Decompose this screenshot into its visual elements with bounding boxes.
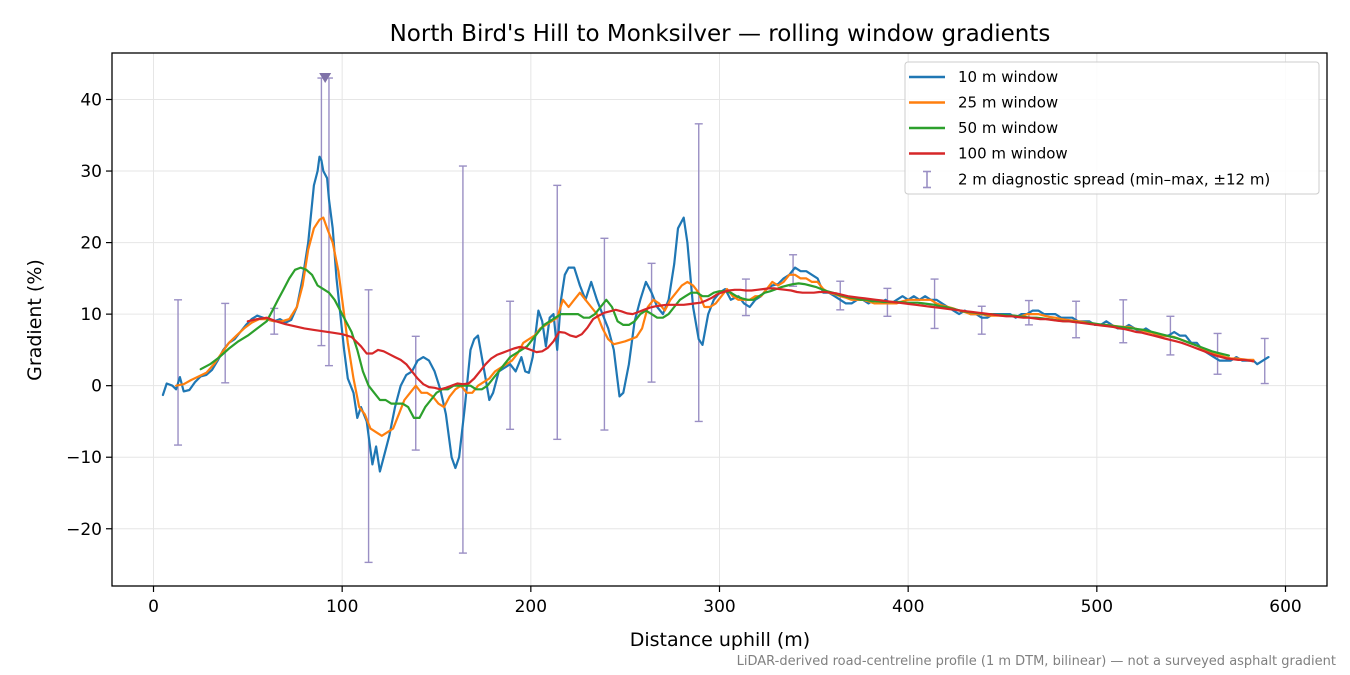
y-tick-label: 40 (80, 91, 102, 111)
x-tick-label: 0 (148, 597, 159, 617)
x-tick-label: 100 (326, 597, 358, 617)
x-axis-label: Distance uphill (m) (630, 629, 810, 651)
errorbar (1119, 299, 1128, 344)
series-line (246, 287, 1255, 391)
x-tick-label: 500 (1081, 597, 1113, 617)
x-tick-label: 600 (1269, 597, 1301, 617)
legend-label: 10 m window (958, 68, 1058, 86)
x-axis: 0 100 200 300 400 500 600 (148, 586, 1302, 617)
y-axis: −20 −10 0 10 20 30 40 (66, 91, 112, 540)
chart-title: North Bird's Hill to Monksilver — rollin… (390, 21, 1051, 47)
errorbar (174, 299, 183, 446)
y-tick-label: 30 (80, 162, 102, 182)
series-line (161, 155, 1270, 473)
legend-label: 100 m window (958, 145, 1068, 163)
y-tick-label: 10 (80, 305, 102, 325)
clipped-markers (319, 73, 332, 84)
y-tick-label: −20 (66, 520, 102, 540)
y-tick-label: 20 (80, 234, 102, 254)
grid (112, 53, 1327, 586)
legend: 10 m window 25 m window 50 m window 100 m w… (904, 61, 1320, 195)
errorbar (221, 302, 230, 384)
errorbar (977, 305, 986, 335)
errorbar (647, 262, 656, 383)
legend-label: 2 m diagnostic spread (min–max, ±12 m) (958, 171, 1270, 189)
errorbar (553, 184, 562, 441)
legend-label: 50 m window (958, 119, 1058, 137)
errorbar (694, 123, 703, 423)
y-tick-label: −10 (66, 448, 102, 468)
errorbar (458, 165, 467, 554)
errorbar (1260, 337, 1269, 385)
legend-label: 25 m window (958, 94, 1058, 112)
errorbar (411, 335, 420, 451)
legend-box (904, 61, 1320, 195)
series-layer (161, 155, 1270, 473)
errorbar (741, 278, 750, 317)
y-tick-label: 0 (91, 377, 102, 397)
footnote: LiDAR-derived road-centreline profile (1… (737, 654, 1336, 669)
x-tick-label: 400 (892, 597, 924, 617)
x-tick-label: 200 (515, 597, 547, 617)
y-axis-label: Gradient (%) (24, 259, 46, 381)
clipped-marker (319, 73, 332, 84)
x-tick-label: 300 (703, 597, 735, 617)
